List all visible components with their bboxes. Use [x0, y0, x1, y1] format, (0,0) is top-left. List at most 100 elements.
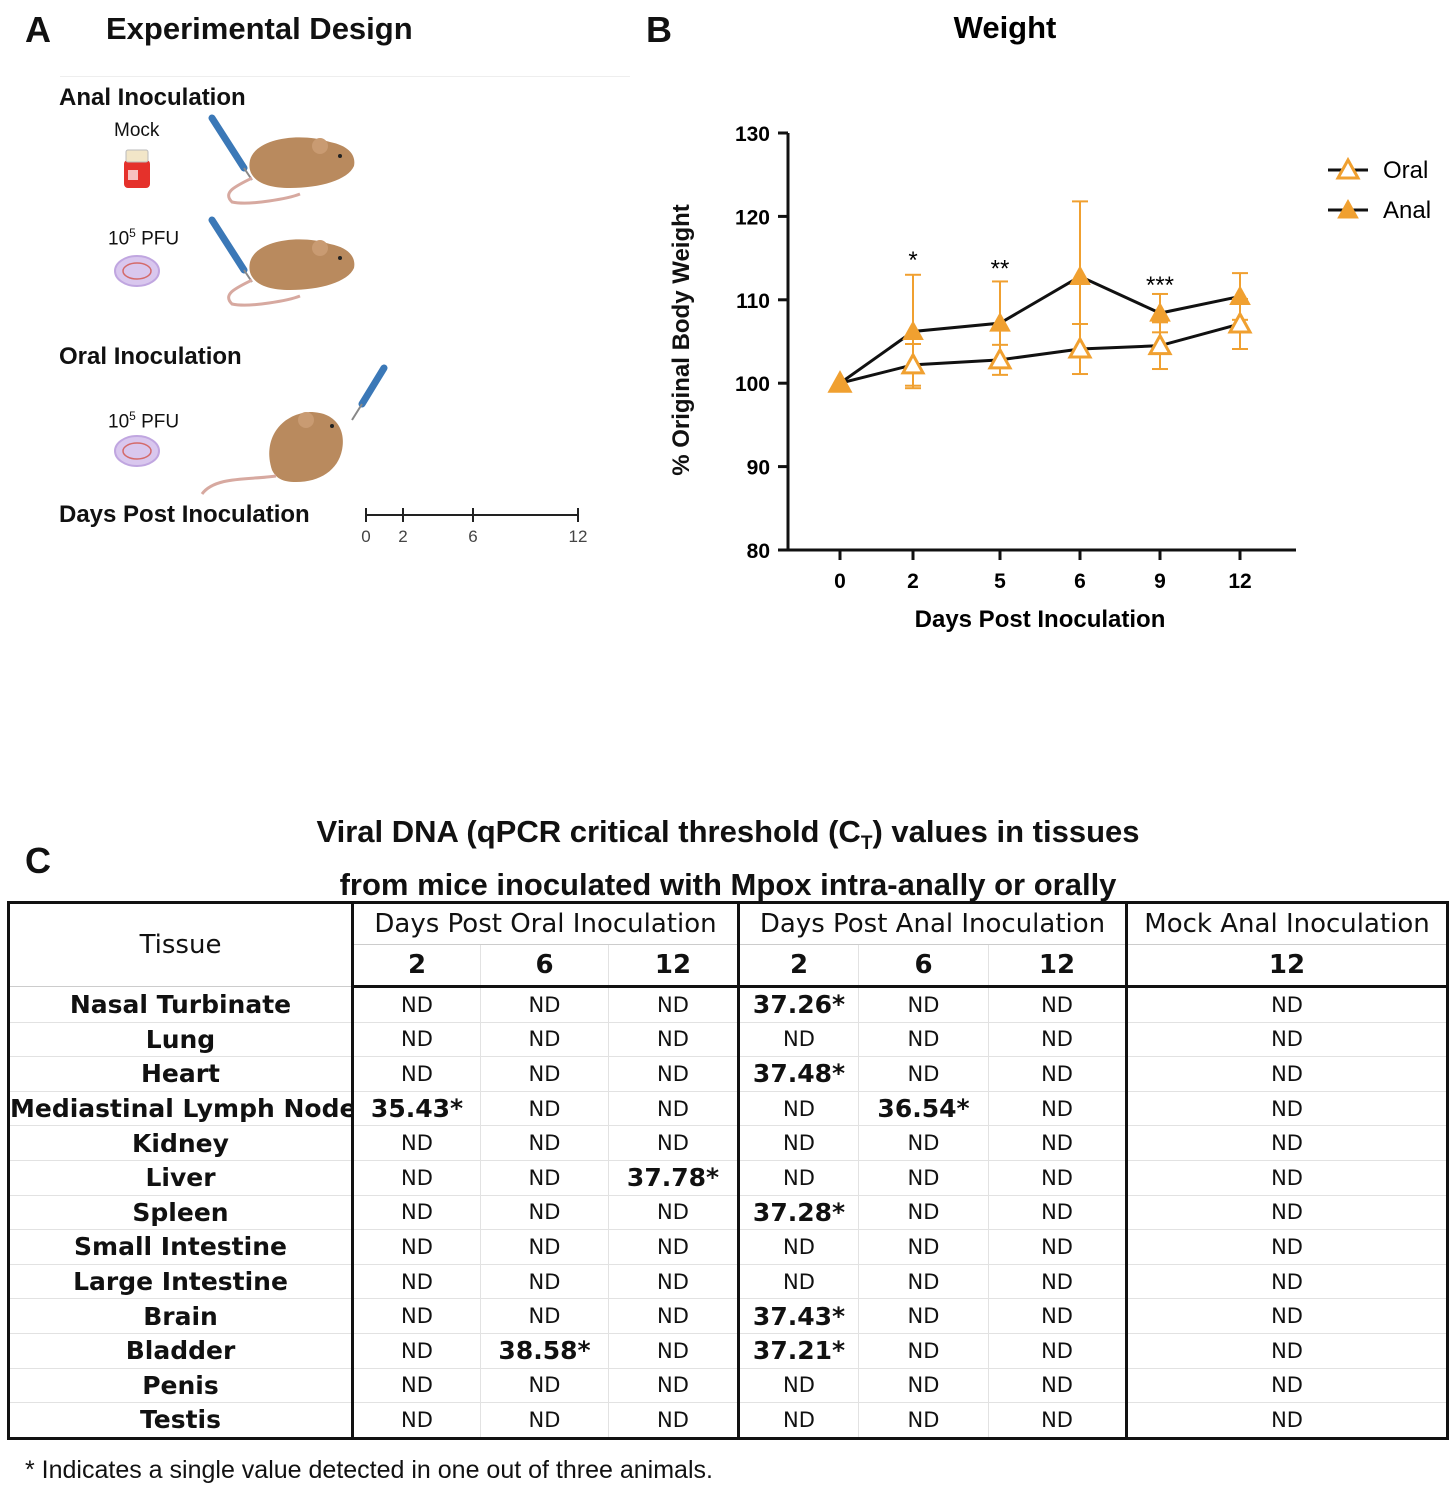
oral-inoculation-label: Oral Inoculation	[59, 343, 242, 370]
nd-cell: ND	[351, 1298, 481, 1334]
dose-label-oral: 105 PFU	[108, 409, 180, 433]
nd-cell: ND	[351, 1229, 481, 1265]
dose-label-anal: 105 PFU	[108, 226, 180, 250]
nd-cell: ND	[737, 1022, 859, 1058]
table-row: Liver ND ND 37.78* ND ND ND ND	[8, 1160, 1448, 1196]
chart-xlabel: Days Post Inoculation	[915, 606, 1166, 633]
y-tick-label: 120	[735, 206, 770, 229]
ct-value-cell: 38.58*	[480, 1333, 609, 1369]
nd-cell: ND	[351, 986, 481, 1023]
nd-cell: ND	[608, 1333, 739, 1369]
nd-cell: ND	[1125, 1125, 1448, 1161]
nd-cell: ND	[608, 1195, 739, 1231]
nd-cell: ND	[608, 1368, 739, 1404]
x-tick-label: 12	[1228, 570, 1251, 593]
nd-cell: ND	[1125, 1229, 1448, 1265]
data-point-anal	[989, 312, 1011, 332]
nd-cell: ND	[858, 1402, 989, 1439]
tissue-cell: Brain	[8, 1298, 353, 1334]
day-header: 12	[608, 944, 739, 988]
nd-cell: ND	[737, 1229, 859, 1265]
table-row: Testis ND ND ND ND ND ND ND	[9, 1402, 1448, 1439]
group-header-oral: Days Post Oral Inoculation	[351, 902, 739, 945]
data-point-anal	[1149, 302, 1171, 322]
nd-cell: ND	[1125, 1368, 1448, 1404]
nd-cell: ND	[737, 1125, 859, 1161]
ct-value-cell: 37.28*	[737, 1195, 859, 1231]
nd-cell: ND	[351, 1368, 481, 1404]
nd-cell: ND	[608, 1022, 739, 1058]
nd-cell: ND	[1125, 1056, 1448, 1092]
series-line-oral	[839, 322, 1241, 385]
nd-cell: ND	[858, 1368, 989, 1404]
tissue-cell: Large Intestine	[8, 1264, 353, 1300]
syringe-icon	[351, 364, 388, 421]
mouse-icon	[227, 239, 355, 307]
nd-cell: ND	[858, 1333, 989, 1369]
nd-cell: ND	[858, 1229, 989, 1265]
table-row: Spleen ND ND ND 37.28* ND ND ND	[8, 1195, 1448, 1231]
day-header: 6	[858, 944, 989, 988]
syringe-icon	[208, 114, 253, 181]
panel-c-letter: C	[25, 840, 51, 881]
nd-cell: ND	[858, 986, 989, 1023]
chart-axes	[786, 133, 1296, 552]
nd-cell: ND	[351, 1195, 481, 1231]
nd-cell: ND	[987, 1125, 1127, 1161]
nd-cell: ND	[987, 1264, 1127, 1300]
group-header-anal: Days Post Anal Inoculation	[736, 902, 1127, 945]
table-row: Brain ND ND ND 37.43* ND ND ND	[8, 1298, 1448, 1334]
day-header: 12	[1125, 944, 1448, 988]
anal-inoculation-label: Anal Inoculation	[59, 84, 246, 111]
y-tick-label: 130	[735, 123, 770, 146]
data-point-oral	[1147, 332, 1173, 356]
table-row: Kidney ND ND ND ND ND ND ND	[8, 1125, 1448, 1161]
nd-cell: ND	[987, 1333, 1127, 1369]
footnote: * Indicates a single value detected in o…	[25, 1456, 713, 1484]
y-tick-label: 80	[747, 540, 770, 563]
panel-a-title: Experimental Design	[106, 11, 413, 46]
tissue-cell: Spleen	[8, 1195, 353, 1231]
syringe-icon	[208, 216, 253, 283]
x-tick-label: 0	[834, 570, 846, 593]
nd-cell: ND	[858, 1264, 989, 1300]
nd-cell: ND	[987, 1091, 1127, 1127]
day-header: 6	[480, 944, 609, 988]
timeline-tick-label: 6	[468, 527, 477, 546]
experimental-design-illustration: 0 2 6 12	[114, 114, 587, 546]
nd-cell: ND	[987, 1229, 1127, 1265]
tissue-cell: Lung	[8, 1022, 353, 1058]
nd-cell: ND	[480, 1056, 609, 1092]
chart-title: Weight	[954, 10, 1057, 45]
mock-label: Mock	[114, 120, 160, 141]
nd-cell: ND	[987, 1056, 1127, 1092]
nd-cell: ND	[351, 1056, 481, 1092]
nd-cell: ND	[1125, 1402, 1448, 1439]
day-header: 2	[737, 944, 859, 988]
nd-cell: ND	[987, 1022, 1127, 1058]
tissue-cell: Nasal Turbinate	[8, 986, 353, 1023]
virus-icon-oral	[114, 435, 160, 467]
nd-cell: ND	[480, 1195, 609, 1231]
ct-value-cell: 36.54*	[858, 1091, 989, 1127]
legend-marker	[1337, 198, 1359, 219]
x-tick-label: 5	[994, 570, 1006, 593]
nd-cell: ND	[1125, 1298, 1448, 1334]
divider	[60, 76, 630, 77]
day-header: 12	[987, 944, 1127, 988]
nd-cell: ND	[608, 1125, 739, 1161]
legend-marker	[1335, 156, 1361, 180]
data-point-oral	[1067, 335, 1093, 359]
nd-cell: ND	[351, 1125, 481, 1161]
nd-cell: ND	[1125, 1022, 1448, 1058]
table-row: Lung ND ND ND ND ND ND ND	[8, 1022, 1448, 1058]
y-tick-label: 100	[735, 373, 770, 396]
nd-cell: ND	[1125, 1264, 1448, 1300]
nd-cell: ND	[608, 1091, 739, 1127]
x-tick-label: 9	[1154, 570, 1166, 593]
nd-cell: ND	[1125, 986, 1448, 1023]
legend-label: Anal	[1383, 197, 1431, 224]
panel-b-letter: B	[646, 9, 672, 50]
nd-cell: ND	[1125, 1091, 1448, 1127]
